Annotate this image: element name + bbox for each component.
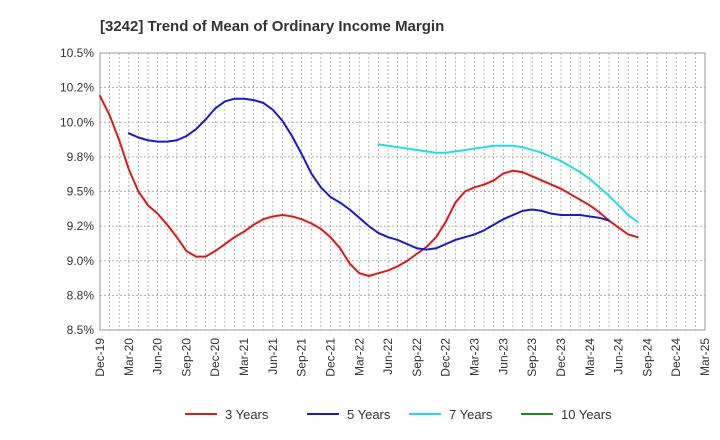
x-tick-label: Dec-23 <box>554 338 568 377</box>
y-tick-label: 10.5% <box>60 46 94 60</box>
x-tick-label: Jun-22 <box>381 338 395 375</box>
y-tick-label: 9.8% <box>67 150 95 164</box>
x-tick-label: Mar-22 <box>352 338 366 376</box>
y-tick-label: 8.8% <box>67 288 95 302</box>
y-tick-label: 10.0% <box>60 115 94 129</box>
series-line-5-years <box>127 97 610 251</box>
y-tick-label: 10.2% <box>60 81 94 95</box>
axes: 8.5% 8.8% 9.0% 9.2% 9.5% 9.8% 10.0% 10.2% 10.5% D… <box>60 46 712 377</box>
x-tick-label: Sep-23 <box>525 338 539 377</box>
x-tick-label: Mar-25 <box>698 338 712 376</box>
chart-title: [3242] Trend of Mean of Ordinary Income … <box>100 18 444 35</box>
x-tick-label: Sep-22 <box>410 338 424 377</box>
x-tick-label: Sep-24 <box>640 338 654 377</box>
x-tick-label: Jun-24 <box>612 338 626 375</box>
x-tick-label: Mar-20 <box>122 338 136 376</box>
x-tick-label: Jun-21 <box>266 338 280 375</box>
series-line-7-years <box>377 143 639 223</box>
legend-label: 3 Years <box>225 407 269 422</box>
x-tick-label: Dec-22 <box>439 338 453 377</box>
series-layer <box>99 94 639 277</box>
x-tick-label: Dec-19 <box>93 338 107 377</box>
series-line-3-years <box>99 94 639 277</box>
y-tick-label: 8.5% <box>67 323 95 337</box>
x-tick-label: Dec-24 <box>669 338 683 377</box>
grid <box>99 52 706 331</box>
y-tick-label: 9.2% <box>67 219 95 233</box>
x-tick-label: Dec-21 <box>323 338 337 377</box>
legend-label: 7 Years <box>449 407 493 422</box>
y-tick-label: 9.5% <box>67 185 95 199</box>
legend-label: 10 Years <box>561 407 612 422</box>
x-tick-label: Sep-21 <box>295 338 309 377</box>
plot-area <box>99 52 706 331</box>
x-tick-label: Mar-21 <box>237 338 251 376</box>
legend-label: 5 Years <box>347 407 391 422</box>
x-tick-label: Mar-24 <box>583 338 597 376</box>
x-tick-label: Dec-20 <box>208 338 222 377</box>
x-tick-label: Jun-20 <box>151 338 165 375</box>
x-tick-label: Sep-20 <box>179 338 193 377</box>
x-tick-label: Mar-23 <box>468 338 482 376</box>
legend: 3 Years 5 Years 7 Years 10 Years <box>185 407 612 422</box>
y-tick-label: 9.0% <box>67 254 95 268</box>
x-tick-label: Jun-23 <box>496 338 510 375</box>
